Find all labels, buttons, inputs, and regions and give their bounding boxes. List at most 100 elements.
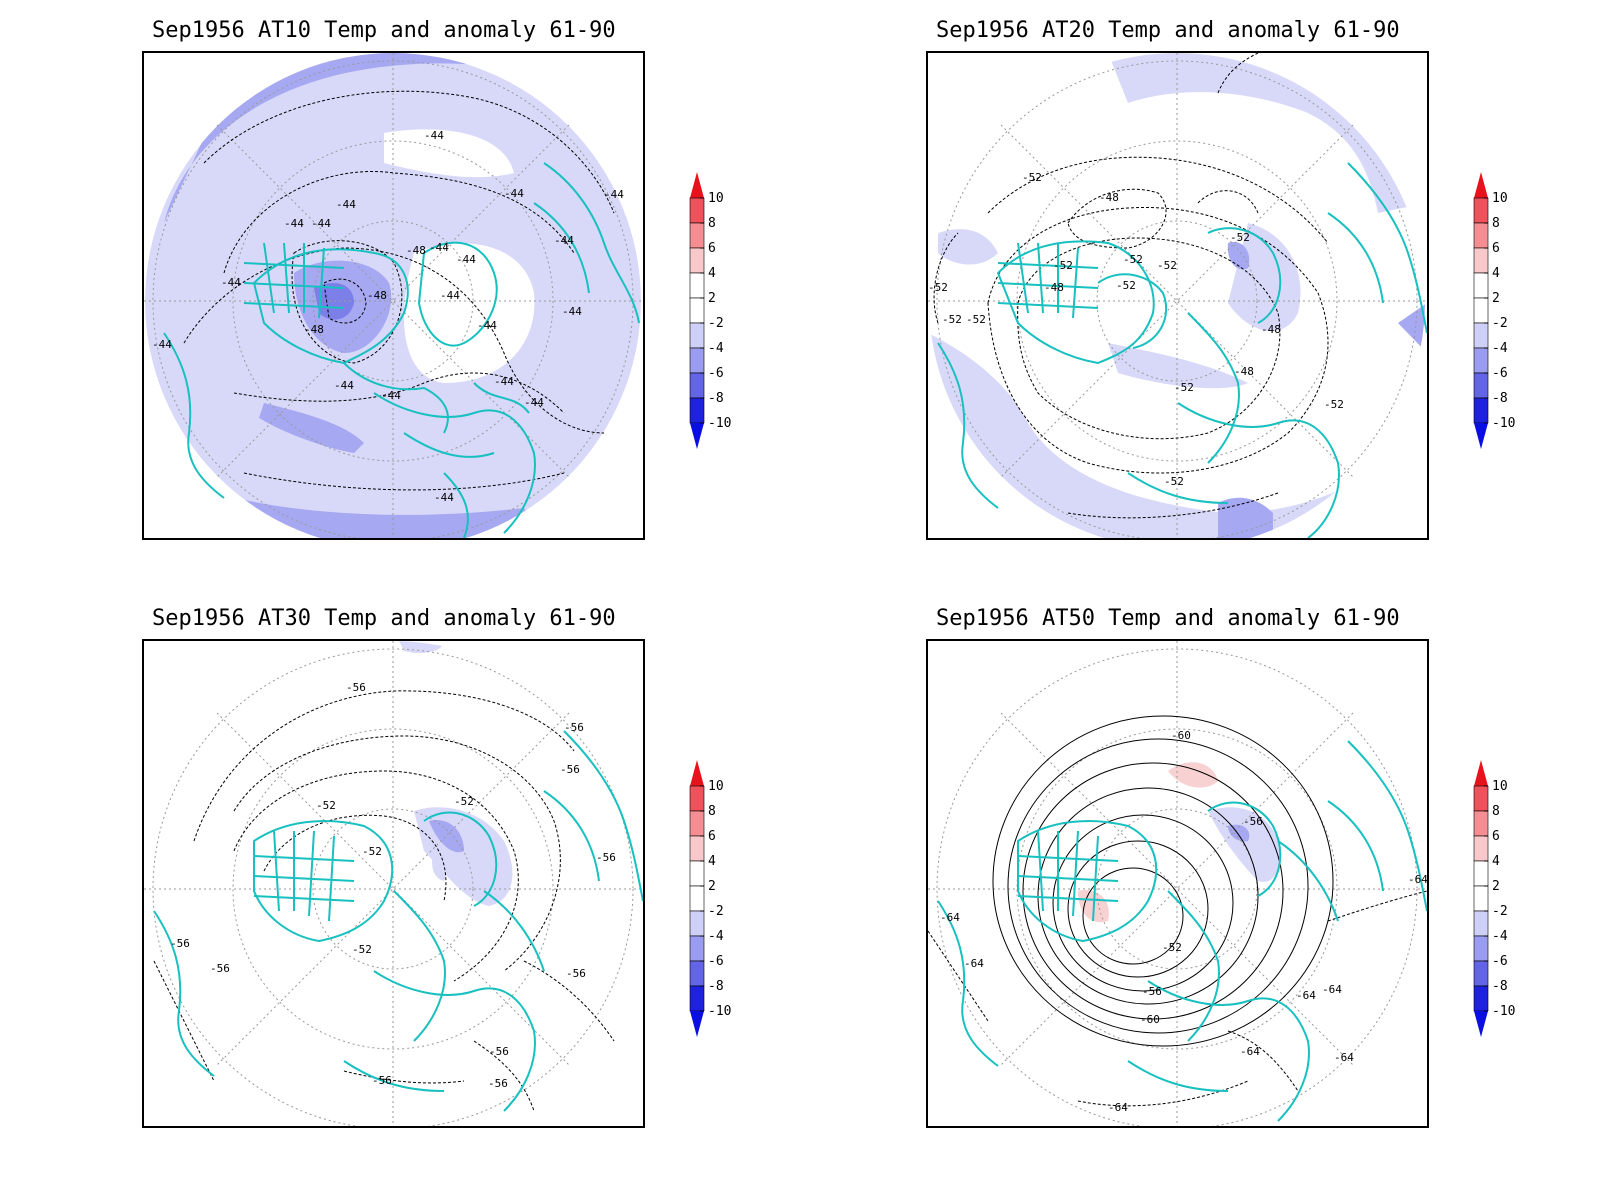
contour-label: -44 — [604, 188, 624, 201]
contour-label: -56 — [1142, 985, 1162, 998]
contour-label: -44 — [477, 319, 497, 332]
coastlines — [937, 740, 1427, 1122]
colorbar-tick-label: 4 — [1492, 266, 1500, 281]
colorbar-segment — [1473, 885, 1489, 912]
contour-label: -52 — [1053, 259, 1073, 272]
graticule — [144, 641, 643, 1126]
colorbar-tick-label: 2 — [708, 879, 716, 894]
colorbar-tick-label: 4 — [708, 266, 716, 281]
colorbar-tick-label: -4 — [708, 341, 724, 356]
polar-map: -44 -44 -44 -44 -44 -44 -48 -44 -44 -44 … — [142, 51, 645, 540]
contour-label: -56 — [170, 937, 190, 950]
colorbar-segment — [1473, 960, 1489, 987]
contour-label: -48 — [304, 323, 324, 336]
contour-label: -44 — [524, 396, 544, 409]
colorbar-segment — [1473, 785, 1489, 812]
anomaly-field — [145, 53, 641, 538]
colorbar-tick-label: -8 — [1492, 979, 1508, 994]
anomaly-field — [1108, 53, 1425, 213]
colorbar-tick-label: 6 — [708, 829, 716, 844]
contour-label: -52 — [1324, 398, 1344, 411]
colorbar-tick-label: -2 — [1492, 316, 1508, 331]
contour-label: -64 — [1240, 1045, 1260, 1058]
contour-label: -52 — [1230, 231, 1250, 244]
contour-label: -44 — [456, 253, 476, 266]
colorbar-segment — [1473, 322, 1489, 349]
contour-label: -44 — [284, 217, 304, 230]
contour-label: -44 — [554, 234, 574, 247]
anomaly-field — [399, 641, 444, 653]
contour-label: -52 — [316, 799, 336, 812]
colorbar-tick-label: 6 — [708, 241, 716, 256]
contour-label: -44 — [562, 305, 582, 318]
colorbar: 10 8 6 4 2 -2 -4 -6 -8 -10 — [689, 760, 731, 1037]
contour-label: -56 — [210, 962, 230, 975]
colorbar-segment — [1473, 910, 1489, 937]
colorbar-tick-label: -4 — [1492, 341, 1508, 356]
colorbar-tick-label: -6 — [1492, 954, 1508, 969]
colorbar-tick-label: 2 — [1492, 291, 1500, 306]
contours — [933, 53, 1329, 519]
colorbar-tick-label: -2 — [708, 904, 724, 919]
contour-label: -64 — [1108, 1101, 1128, 1114]
colorbar-tick-label: 8 — [708, 804, 716, 819]
contour-labels: -56 -56 -56 -52 -52 -52 -56 -52 -56 -56 … — [170, 681, 616, 1090]
colorbar-tick-label: -10 — [1492, 416, 1515, 431]
colorbar-segment — [689, 960, 705, 987]
panel-title: Sep1956 AT30 Temp and anomaly 61-90 — [152, 606, 616, 631]
contour-label: -52 — [942, 313, 962, 326]
colorbar-tick-label: -6 — [1492, 366, 1508, 381]
colorbar-segment — [1473, 372, 1489, 399]
contour-label: -64 — [1334, 1051, 1354, 1064]
colorbar-segment — [689, 860, 705, 887]
colorbar-segment — [689, 197, 705, 224]
coastlines — [937, 162, 1427, 538]
colorbar-tick-label: -4 — [708, 929, 724, 944]
colorbar-tick-label: -8 — [708, 979, 724, 994]
contour-label: -52 — [1174, 381, 1194, 394]
colorbar-segment — [1473, 347, 1489, 374]
contour-label: -60 — [1171, 729, 1191, 742]
coastlines — [163, 162, 640, 538]
contour-label: -48 — [406, 244, 426, 257]
colorbar-tick-label: -10 — [708, 1004, 731, 1019]
panel-title: Sep1956 AT10 Temp and anomaly 61-90 — [152, 18, 616, 43]
colorbar-segment — [689, 397, 705, 424]
colorbar-tick-label: 4 — [708, 854, 716, 869]
coastlines — [153, 730, 643, 1112]
graticule — [928, 53, 1427, 538]
map-svg: -52 -48 -52 -52 -52 -52 -48 -52 -52 -52 … — [928, 53, 1427, 538]
colorbar-segment — [1473, 297, 1489, 324]
contour-label: -52 — [966, 313, 986, 326]
contour-label: -52 — [1116, 279, 1136, 292]
colorbar-segment — [1473, 197, 1489, 224]
colorbar: 10 8 6 4 2 -2 -4 -6 -8 -10 — [1473, 172, 1515, 449]
contour-label: -56 — [596, 851, 616, 864]
colorbar-segment — [689, 272, 705, 299]
contour-label: -52 — [1022, 171, 1042, 184]
contour-label: -56 — [489, 1045, 509, 1058]
contour-label: -52 — [1162, 941, 1182, 954]
colorbar-tick-label: -2 — [1492, 904, 1508, 919]
contour-label: -52 — [928, 281, 948, 294]
colorbar-tick-label: -6 — [708, 366, 724, 381]
contour-label: -48 — [367, 289, 387, 302]
colorbar-arrow-bottom — [1474, 1011, 1488, 1037]
colorbar-arrow-bottom — [1474, 423, 1488, 449]
anomaly-warm — [1168, 762, 1218, 788]
colorbar-segment — [689, 835, 705, 862]
colorbar-segment — [689, 372, 705, 399]
colorbar-tick-label: -2 — [708, 316, 724, 331]
contour-label: -64 — [1322, 983, 1342, 996]
contour-label: -64 — [940, 911, 960, 924]
contour-label: -48 — [1261, 323, 1281, 336]
map-svg: -56 -56 -56 -52 -52 -52 -56 -52 -56 -56 … — [144, 641, 643, 1126]
contour-label: -56 — [488, 1077, 508, 1090]
colorbar-segment — [689, 810, 705, 837]
contour-label: -48 — [1234, 365, 1254, 378]
colorbar-tick-label: 6 — [1492, 829, 1500, 844]
colorbar-segment — [689, 322, 705, 349]
colorbar-arrow-bottom — [690, 1011, 704, 1037]
contour-label: -44 — [504, 187, 524, 200]
colorbar-tick-label: 10 — [708, 191, 724, 206]
